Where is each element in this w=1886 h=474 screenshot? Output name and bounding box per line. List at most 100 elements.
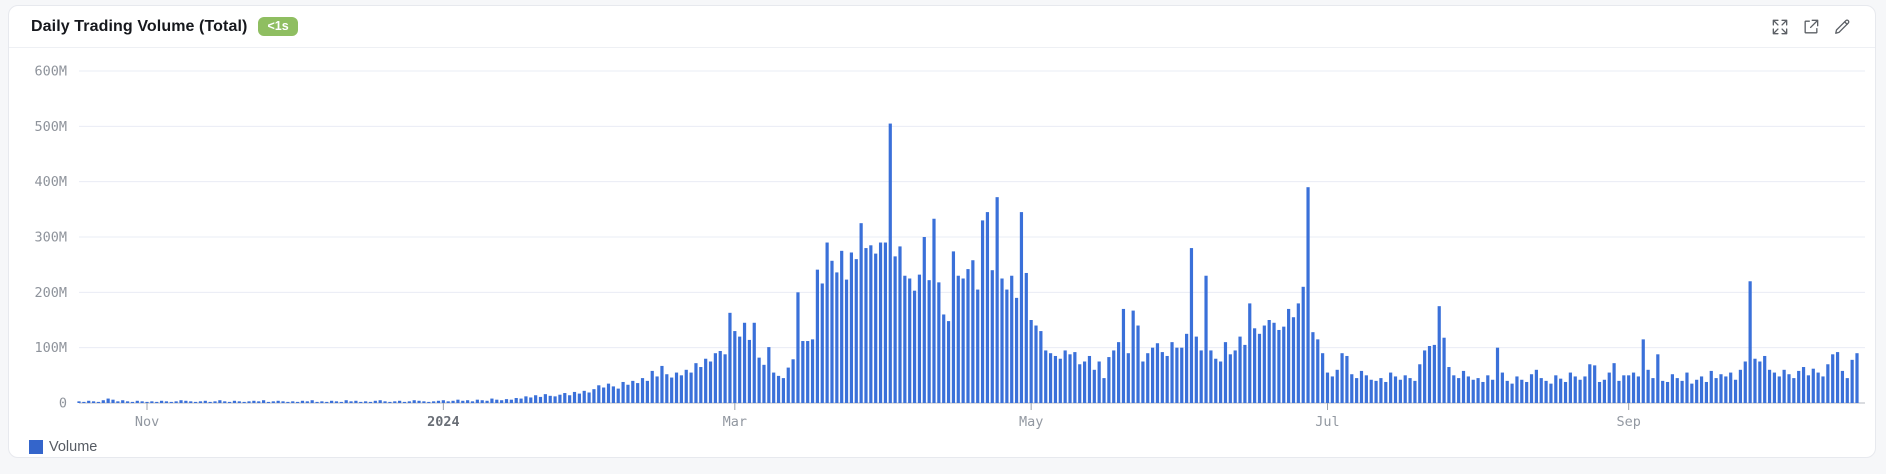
volume-bar[interactable]	[91, 401, 96, 403]
volume-bar[interactable]	[1194, 336, 1198, 403]
volume-bar[interactable]	[772, 372, 776, 403]
volume-bar[interactable]	[976, 289, 980, 403]
volume-bar[interactable]	[1048, 353, 1053, 403]
volume-bar[interactable]	[193, 401, 198, 403]
volume-bar[interactable]	[1738, 369, 1743, 403]
volume-bar[interactable]	[145, 401, 149, 403]
volume-bar[interactable]	[1335, 369, 1339, 403]
volume-bar[interactable]	[121, 400, 125, 403]
volume-bar[interactable]	[849, 252, 854, 403]
volume-bar[interactable]	[733, 331, 737, 403]
volume-bar[interactable]	[781, 378, 785, 403]
volume-bar[interactable]	[1481, 381, 1485, 403]
volume-bar[interactable]	[1622, 375, 1626, 403]
volume-bar[interactable]	[1073, 352, 1077, 403]
volume-bar[interactable]	[563, 393, 567, 403]
volume-bar[interactable]	[1282, 326, 1286, 403]
volume-bar[interactable]	[1544, 380, 1548, 403]
volume-bar[interactable]	[276, 400, 280, 403]
volume-bar[interactable]	[325, 401, 329, 403]
volume-bar[interactable]	[446, 401, 450, 403]
volume-bar[interactable]	[558, 394, 562, 403]
volume-bar[interactable]	[198, 401, 203, 403]
volume-bar[interactable]	[577, 393, 581, 403]
volume-bar[interactable]	[344, 400, 348, 403]
volume-bar[interactable]	[1850, 359, 1854, 403]
volume-bar[interactable]	[1243, 344, 1247, 403]
volume-bar[interactable]	[1831, 354, 1835, 403]
volume-bar[interactable]	[1515, 376, 1519, 403]
volume-bar[interactable]	[1855, 353, 1859, 403]
volume-bar[interactable]	[334, 401, 339, 403]
volume-bar[interactable]	[412, 400, 416, 403]
volume-bar[interactable]	[801, 341, 805, 403]
volume-bar[interactable]	[1389, 372, 1393, 403]
volume-bar[interactable]	[1262, 325, 1266, 403]
volume-bar[interactable]	[1321, 353, 1325, 403]
volume-bar[interactable]	[1709, 370, 1713, 403]
volume-bar[interactable]	[1374, 380, 1378, 403]
volume-bar[interactable]	[1306, 187, 1310, 403]
volume-bar[interactable]	[1539, 378, 1543, 403]
volume-bar[interactable]	[1525, 381, 1529, 403]
volume-bar[interactable]	[553, 396, 557, 403]
volume-bar[interactable]	[655, 376, 659, 403]
volume-bar[interactable]	[213, 401, 217, 403]
volume-bar[interactable]	[1345, 355, 1349, 403]
volume-bar[interactable]	[1287, 308, 1291, 403]
volume-bar[interactable]	[1602, 379, 1606, 403]
volume-bar[interactable]	[500, 400, 504, 403]
volume-bar[interactable]	[116, 401, 120, 403]
volume-bar[interactable]	[310, 400, 314, 403]
volume-bar[interactable]	[1393, 376, 1398, 403]
volume-bar[interactable]	[592, 389, 596, 403]
volume-bar[interactable]	[854, 259, 858, 403]
volume-bar[interactable]	[548, 395, 552, 403]
volume-bar[interactable]	[1748, 281, 1752, 403]
volume-bar[interactable]	[587, 392, 591, 403]
volume-bar[interactable]	[645, 380, 649, 403]
volume-bar[interactable]	[650, 370, 654, 403]
volume-bar[interactable]	[825, 242, 829, 403]
volume-bar[interactable]	[1087, 355, 1092, 403]
volume-bar[interactable]	[125, 401, 130, 403]
volume-bar[interactable]	[1272, 322, 1276, 403]
volume-bar[interactable]	[407, 401, 411, 403]
volume-bar[interactable]	[373, 400, 377, 403]
volume-bar[interactable]	[1301, 286, 1305, 403]
volume-bar[interactable]	[985, 212, 990, 403]
volume-bar[interactable]	[1340, 353, 1344, 403]
volume-bar[interactable]	[1185, 333, 1189, 403]
volume-bar[interactable]	[684, 369, 688, 403]
volume-bar[interactable]	[922, 237, 926, 403]
volume-bar[interactable]	[1495, 347, 1500, 403]
volume-bar[interactable]	[223, 401, 227, 403]
volume-bar[interactable]	[660, 365, 664, 403]
volume-bar[interactable]	[1583, 376, 1587, 403]
volume-bar[interactable]	[1563, 381, 1568, 403]
volume-bar[interactable]	[354, 400, 358, 403]
volume-bar[interactable]	[1248, 303, 1252, 403]
volume-bar[interactable]	[538, 396, 543, 403]
volume-bar[interactable]	[441, 400, 445, 403]
volume-bar[interactable]	[529, 397, 533, 403]
volume-bar[interactable]	[946, 321, 951, 403]
volume-bar[interactable]	[1520, 379, 1524, 403]
volume-bar[interactable]	[1267, 320, 1271, 403]
volume-bar[interactable]	[1082, 361, 1087, 404]
volume-bar[interactable]	[320, 401, 324, 403]
volume-bar[interactable]	[509, 399, 513, 403]
volume-bar[interactable]	[1651, 378, 1655, 403]
volume-bar[interactable]	[1787, 374, 1791, 403]
volume-bar[interactable]	[689, 372, 693, 403]
volume-bar[interactable]	[1670, 374, 1674, 403]
volume-bar[interactable]	[1578, 379, 1582, 403]
volume-bar[interactable]	[82, 401, 86, 403]
volume-bar[interactable]	[1102, 378, 1106, 403]
volume-bar[interactable]	[305, 401, 309, 403]
volume-bar[interactable]	[1296, 303, 1300, 403]
volume-bar[interactable]	[757, 357, 761, 403]
volume-bar[interactable]	[514, 398, 518, 403]
volume-bar[interactable]	[1597, 381, 1602, 403]
volume-bar[interactable]	[1024, 272, 1028, 403]
